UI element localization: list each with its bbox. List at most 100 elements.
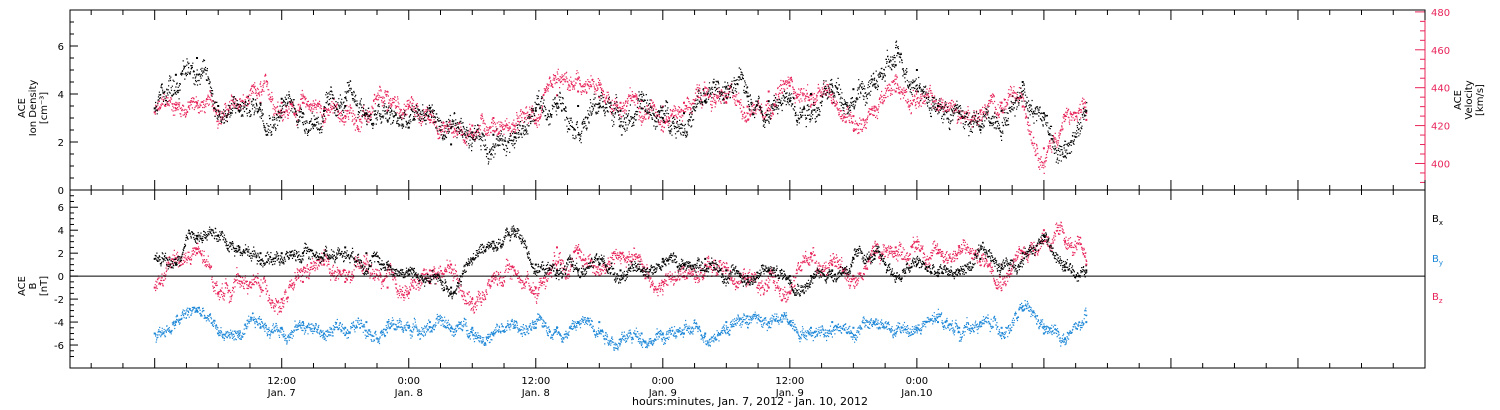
by-series-point — [238, 332, 241, 335]
velocity-series-point — [428, 118, 431, 121]
bx-series-point — [852, 257, 855, 260]
bz-series-point — [534, 286, 537, 289]
density-series-point — [301, 112, 304, 115]
by-series-point — [217, 332, 220, 335]
density-series-point — [873, 83, 876, 86]
bz-series-point — [471, 298, 474, 301]
bx-series-point — [1000, 263, 1003, 266]
velocity-series-point — [196, 101, 198, 104]
bx-series-point — [979, 257, 982, 260]
by-series-point — [556, 326, 558, 329]
by-series-point — [915, 326, 918, 329]
velocity-series-point — [598, 96, 601, 99]
density-series-point — [915, 69, 918, 71]
date-tick-label: Jan. 9 — [648, 388, 677, 399]
velocity-series-point — [174, 103, 177, 106]
velocity-series-point — [1085, 118, 1088, 121]
date-tick-label: Jan. 7 — [267, 388, 296, 399]
density-series-point — [513, 136, 516, 139]
density-series-point — [598, 102, 601, 105]
by-series-point — [450, 326, 453, 329]
by-series-point — [894, 332, 897, 335]
by-series-point — [259, 326, 262, 329]
by-series-point — [174, 321, 177, 324]
by-series-point — [153, 332, 156, 335]
bx-series-point — [767, 269, 770, 272]
date-tick-label: Jan. 8 — [394, 388, 423, 399]
bz-series-point — [450, 263, 453, 266]
by-series-point — [852, 326, 855, 329]
velocity-series-point — [344, 115, 347, 118]
bx-series-point — [386, 263, 389, 266]
by-series-point — [471, 326, 474, 329]
by-series-point — [196, 309, 198, 312]
bx-series-point — [323, 252, 326, 255]
legend-bz: Bz — [1432, 292, 1443, 305]
density-series-point — [767, 100, 770, 103]
density-series-point — [534, 109, 537, 112]
bz-series-point — [513, 269, 516, 272]
velocity-series-point — [852, 115, 855, 118]
by-series-point — [577, 321, 580, 324]
bx-series-point — [280, 252, 283, 255]
bz-series-point — [661, 280, 664, 283]
bx-series-point — [556, 269, 558, 272]
bx-series-point — [513, 229, 516, 232]
density-series-point — [704, 100, 707, 103]
by-series-cloud — [154, 300, 1088, 351]
date-tick-label: Jan.10 — [900, 388, 932, 399]
velocity-tick-label: 420 — [1431, 122, 1450, 133]
bz-series-point — [153, 286, 156, 289]
bx-series-point — [1042, 234, 1045, 237]
by-series-point — [746, 315, 749, 318]
by-series-point — [958, 326, 961, 329]
density-tick-label: 4 — [58, 90, 64, 101]
bx-series-point — [873, 257, 876, 260]
bz-series-point — [1042, 229, 1045, 232]
time-tick-label: 12:00 — [267, 376, 296, 387]
velocity-axis-label-line: [km/s] — [1475, 84, 1486, 116]
velocity-series-point — [788, 84, 791, 87]
density-series-point — [407, 126, 410, 129]
velocity-series-point — [323, 107, 326, 110]
velocity-series-point — [640, 99, 643, 102]
density-series-point — [640, 107, 643, 110]
time-tick-label: 12:00 — [775, 376, 804, 387]
bx-series-point — [365, 252, 368, 255]
density-series-point — [259, 102, 262, 105]
by-series-point — [831, 321, 834, 324]
by-series-point — [979, 321, 982, 324]
bz-series-cloud — [154, 221, 1088, 315]
velocity-series-point — [386, 109, 389, 112]
bx-series-point — [428, 280, 431, 283]
density-series-point — [958, 112, 961, 115]
by-series-point — [640, 332, 643, 335]
density-series-point — [1000, 109, 1003, 112]
density-series-point — [323, 109, 326, 112]
velocity-series-point — [619, 101, 622, 104]
time-tick-label: 12:00 — [521, 376, 550, 387]
by-series-point — [386, 321, 389, 324]
density-series-point — [344, 105, 347, 107]
by-series-point — [280, 326, 283, 329]
by-series-point — [725, 321, 728, 324]
field-tick-label: -6 — [54, 341, 64, 352]
bx-series-point — [915, 263, 918, 266]
field-tick-label: 2 — [58, 249, 64, 260]
velocity-axis-label: ACE Velocity [km/s] — [1453, 80, 1486, 119]
velocity-series-point — [513, 124, 516, 127]
bz-series-point — [280, 298, 283, 301]
density-axis-label-line: [cm⁻³] — [39, 92, 50, 124]
bz-series-point — [407, 292, 410, 295]
bx-series-point — [1064, 269, 1067, 272]
bottom-plot-frame — [69, 189, 1426, 369]
time-tick-label: 0:00 — [398, 376, 420, 387]
density-series-point — [1021, 81, 1024, 83]
density-series-point — [788, 100, 791, 103]
density-series-point — [937, 105, 939, 107]
bz-series-point — [217, 292, 220, 295]
density-series-point — [1042, 112, 1045, 115]
density-series-point — [979, 129, 982, 131]
bz-series-point — [556, 246, 558, 249]
velocity-tick-label: 460 — [1431, 46, 1450, 57]
